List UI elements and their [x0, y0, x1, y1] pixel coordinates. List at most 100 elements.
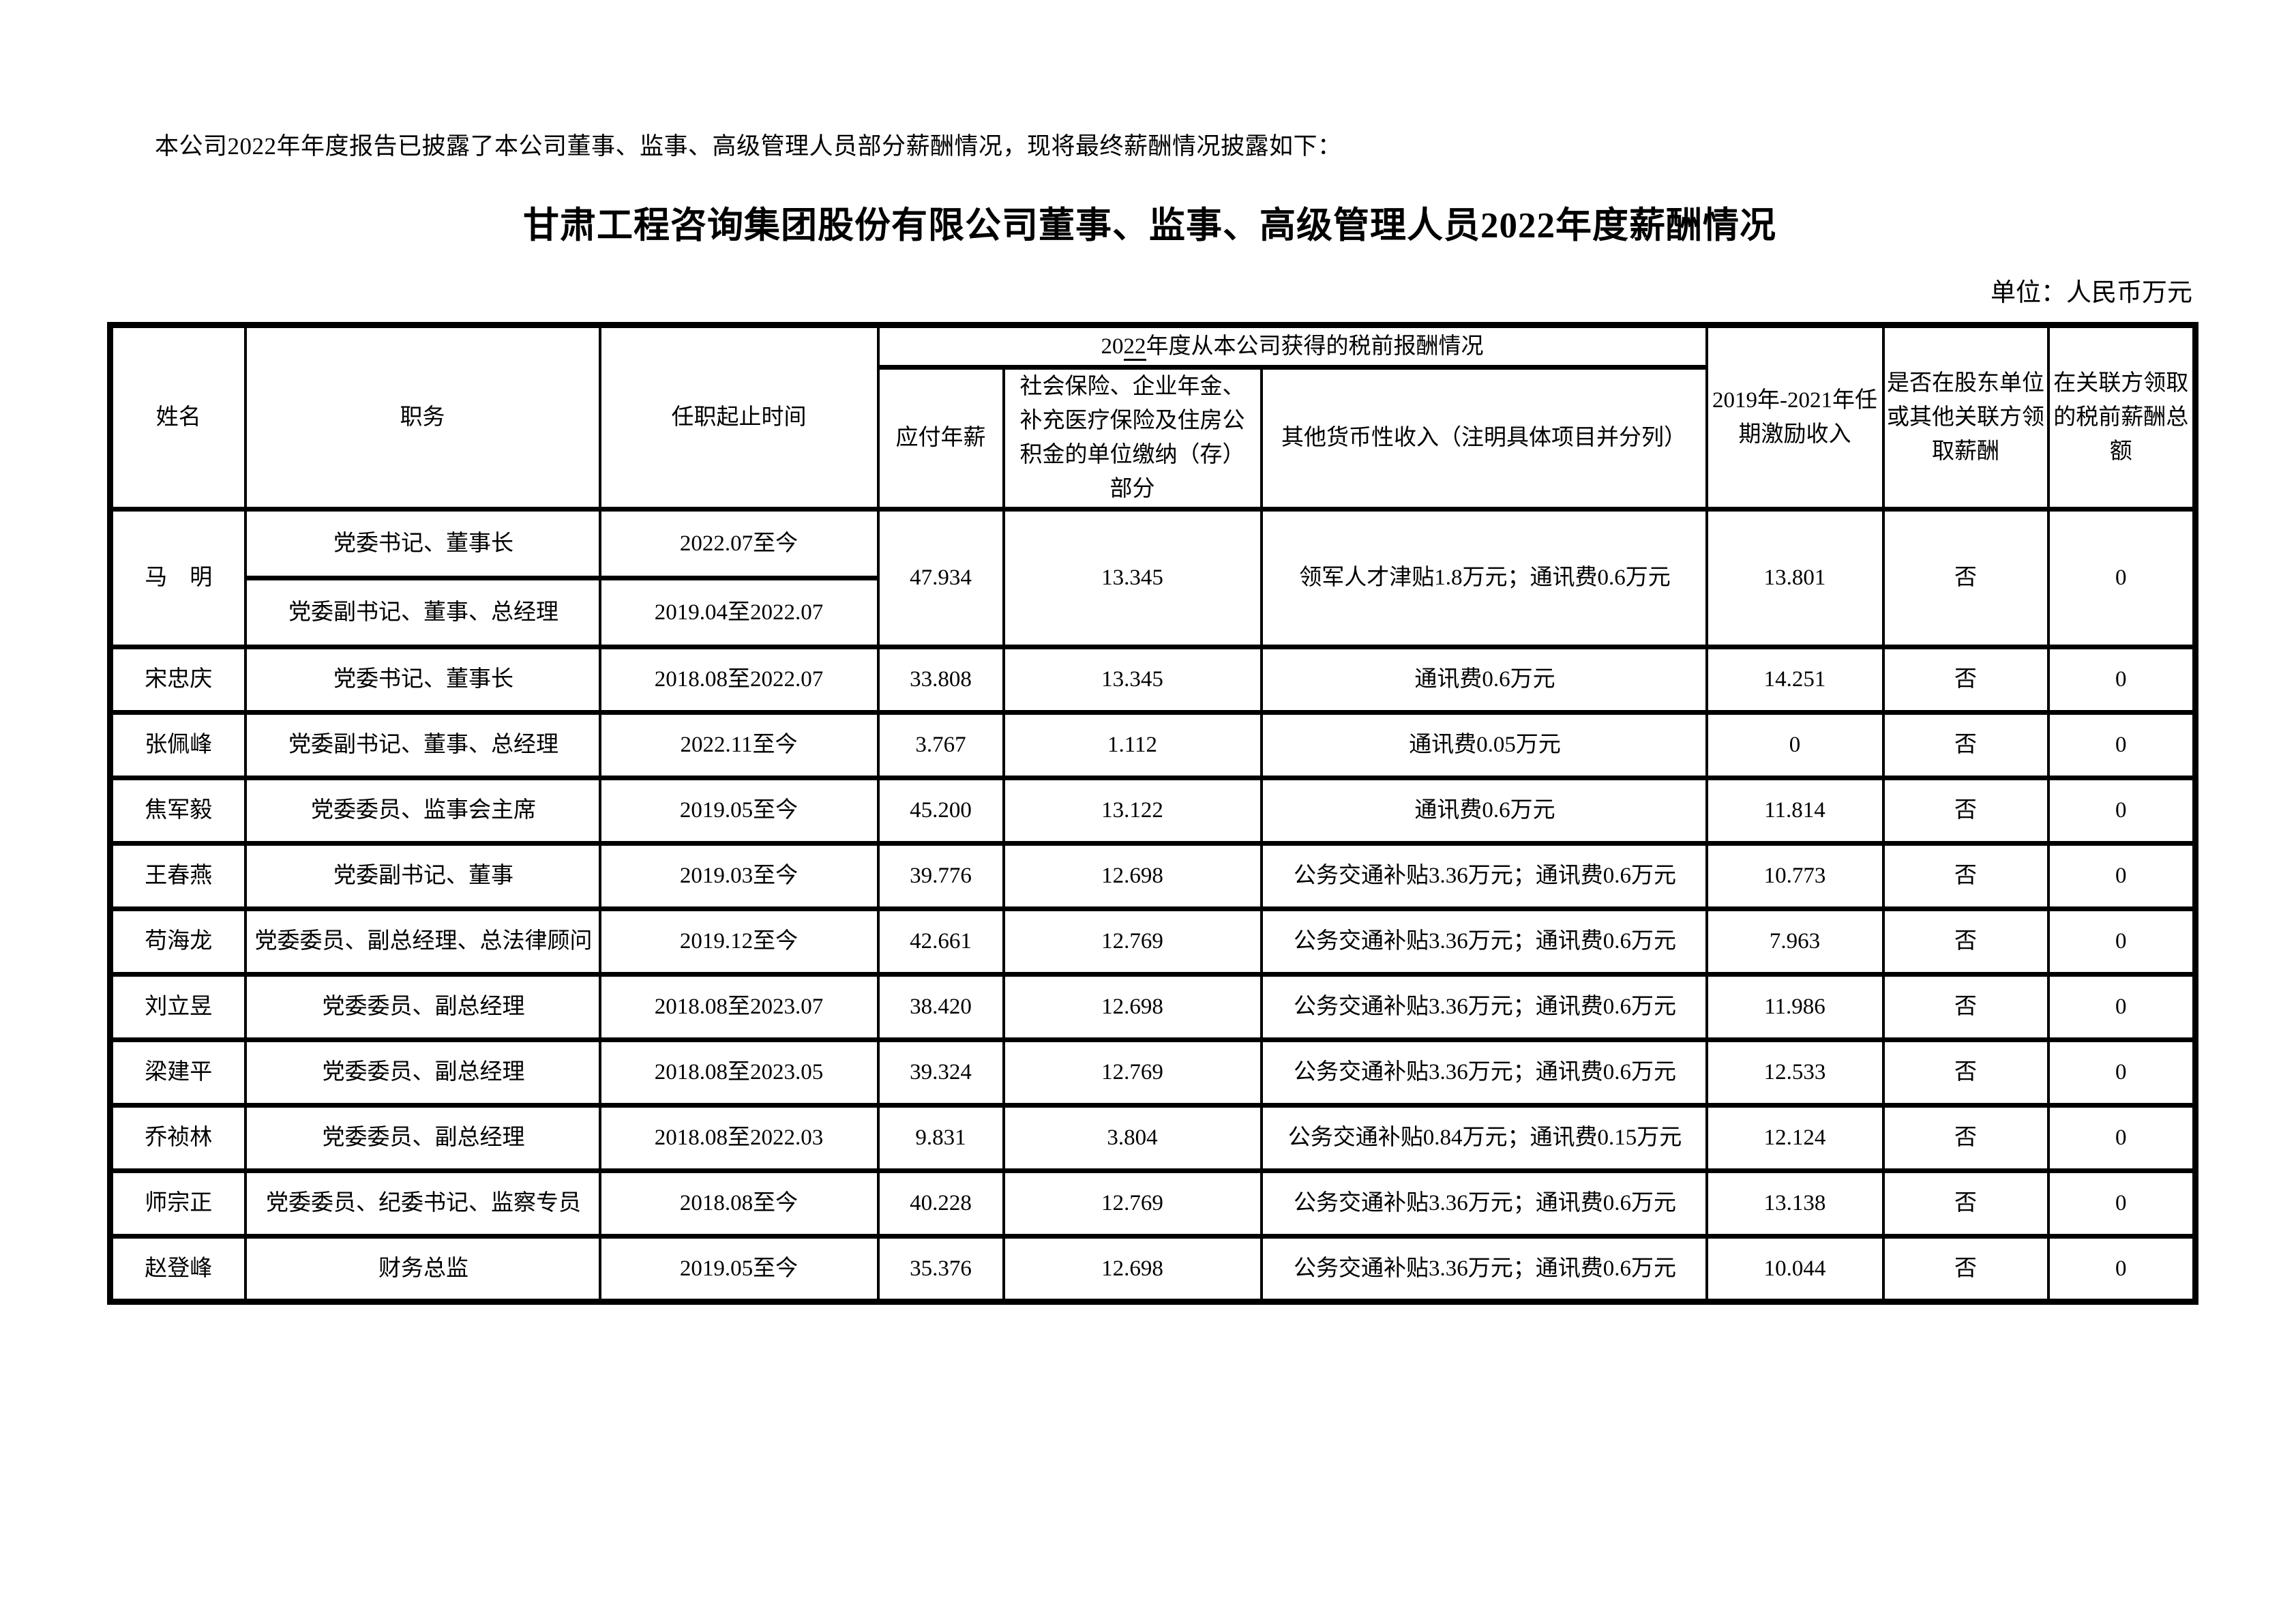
cell-annual-salary: 45.200 — [876, 775, 1005, 846]
cell-related-paid: 否 — [1881, 709, 2050, 780]
cell-social-insurance: 12.769 — [1002, 906, 1263, 977]
cell-other-income: 通讯费0.6万元 — [1259, 644, 1708, 715]
cell-position: 党委委员、纪委书记、监察专员 — [243, 1168, 601, 1239]
cell-name: 乔祯林 — [108, 1102, 247, 1173]
cell-related-total: 0 — [2046, 906, 2197, 977]
cell-term: 2019.12至今 — [598, 906, 880, 977]
table-header: 姓名 职务 任职起止时间 2022年度从本公司获得的税前报酬情况 2019年-2… — [108, 323, 2197, 512]
table-row: 张佩峰 党委副书记、董事、总经理 2022.11至今 3.767 1.112 通… — [108, 709, 2197, 780]
cell-other-income: 公务交通补贴0.84万元；通讯费0.15万元 — [1259, 1102, 1708, 1173]
cell-related-paid: 否 — [1881, 971, 2050, 1042]
cell-incentive: 10.044 — [1705, 1233, 1885, 1304]
cell-social-insurance: 12.769 — [1002, 1037, 1263, 1108]
cell-term: 2018.08至今 — [598, 1168, 880, 1239]
cell-annual-salary: 42.661 — [876, 906, 1005, 977]
cell-annual-salary: 33.808 — [876, 644, 1005, 715]
cell-related-total: 0 — [2046, 506, 2197, 649]
cell-position: 党委副书记、董事 — [243, 840, 601, 911]
cell-other-income: 通讯费0.05万元 — [1259, 709, 1708, 780]
cell-related-total: 0 — [2046, 840, 2197, 911]
cell-name: 焦军毅 — [108, 775, 247, 846]
cell-related-total: 0 — [2046, 971, 2197, 1042]
header-row-sub: 应付年薪 社会保险、企业年金、补充医疗保险及住房公积金的单位缴纳（存）部分 其他… — [110, 365, 2196, 512]
table-row: 宋忠庆 党委书记、董事长 2018.08至2022.07 33.808 13.3… — [108, 644, 2197, 715]
cell-position: 党委书记、董事长 — [243, 644, 601, 715]
cell-annual-salary: 3.767 — [876, 709, 1005, 780]
cell-social-insurance: 12.698 — [1002, 840, 1263, 911]
cell-term: 2019.03至今 — [598, 840, 880, 911]
cell-other-income: 公务交通补贴3.36万元；通讯费0.6万元 — [1259, 1037, 1708, 1108]
col-header-other-income: 其他货币性收入（注明具体项目并分列） — [1259, 365, 1708, 512]
cell-incentive: 14.251 — [1705, 644, 1885, 715]
cell-social-insurance: 12.698 — [1002, 971, 1263, 1042]
cell-term: 2019.05至今 — [598, 775, 880, 846]
col-header-annual-salary: 应付年薪 — [876, 365, 1005, 512]
intro-paragraph: 本公司2022年年度报告已披露了本公司董事、监事、高级管理人员部分薪酬情况，现将… — [155, 133, 1342, 160]
cell-related-paid: 否 — [1881, 840, 2050, 911]
table-body: 马 明 党委书记、董事长 2022.07至今 47.934 13.345 领军人… — [108, 506, 2197, 1304]
cell-social-insurance: 13.345 — [1002, 644, 1263, 715]
cell-related-paid: 否 — [1881, 1037, 2050, 1108]
table-row: 党委副书记、董事、总经理 2019.04至2022.07 — [110, 575, 2196, 649]
cell-related-paid: 否 — [1881, 1233, 2050, 1304]
cell-incentive: 0 — [1705, 709, 1885, 780]
cell-name: 赵登峰 — [108, 1233, 247, 1304]
table-row: 梁建平 党委委员、副总经理 2018.08至2023.05 39.324 12.… — [108, 1037, 2197, 1108]
cell-annual-salary: 40.228 — [876, 1168, 1005, 1239]
cell-term: 2018.08至2023.07 — [598, 971, 880, 1042]
cell-position: 党委委员、副总经理 — [243, 1037, 601, 1108]
cell-name: 苟海龙 — [108, 906, 247, 977]
cell-other-income: 公务交通补贴3.36万元；通讯费0.6万元 — [1259, 1168, 1708, 1239]
cell-related-total: 0 — [2046, 1233, 2197, 1304]
cell-name: 王春燕 — [108, 840, 247, 911]
cell-related-paid: 否 — [1881, 1168, 2050, 1239]
table-row: 师宗正 党委委员、纪委书记、监察专员 2018.08至今 40.228 12.7… — [108, 1168, 2197, 1239]
pretax-group-suffix: 年度从本公司获得的税前报酬情况 — [1146, 334, 1484, 359]
cell-position: 党委委员、副总经理 — [243, 1102, 601, 1173]
cell-position: 党委副书记、董事、总经理 — [243, 709, 601, 780]
cell-annual-salary: 39.324 — [876, 1037, 1005, 1108]
cell-term: 2019.05至今 — [598, 1233, 880, 1304]
cell-annual-salary: 38.420 — [876, 971, 1005, 1042]
table-row: 王春燕 党委副书记、董事 2019.03至今 39.776 12.698 公务交… — [108, 840, 2197, 911]
cell-incentive: 7.963 — [1705, 906, 1885, 977]
cell-term: 2018.08至2022.03 — [598, 1102, 880, 1173]
header-row-group: 姓名 职务 任职起止时间 2022年度从本公司获得的税前报酬情况 2019年-2… — [108, 323, 2197, 512]
col-header-pretax-group: 2022年度从本公司获得的税前报酬情况 — [876, 323, 1708, 370]
page-title: 甘肃工程咨询集团股份有限公司董事、监事、高级管理人员2022年度薪酬情况 — [523, 206, 1776, 246]
table-row: 刘立昱 党委委员、副总经理 2018.08至2023.07 38.420 12.… — [108, 971, 2197, 1042]
cell-incentive: 10.773 — [1705, 840, 1885, 911]
pretax-group-prefix: 20 — [1101, 334, 1124, 359]
cell-annual-salary: 9.831 — [876, 1102, 1005, 1173]
cell-incentive: 13.138 — [1705, 1168, 1885, 1239]
cell-other-income: 公务交通补贴3.36万元；通讯费0.6万元 — [1259, 971, 1708, 1042]
col-header-term: 任职起止时间 — [598, 323, 880, 512]
cell-incentive: 11.814 — [1705, 775, 1885, 846]
cell-related-paid: 否 — [1881, 775, 2050, 846]
cell-social-insurance: 13.122 — [1002, 775, 1263, 846]
cell-related-paid: 否 — [1881, 644, 2050, 715]
cell-name: 刘立昱 — [108, 971, 247, 1042]
cell-term: 2022.07至今 — [598, 506, 880, 580]
col-header-social-insurance: 社会保险、企业年金、补充医疗保险及住房公积金的单位缴纳（存）部分 — [1002, 365, 1263, 512]
cell-incentive: 12.124 — [1705, 1102, 1885, 1173]
col-header-related-paid: 是否在股东单位或其他关联方领取薪酬 — [1881, 323, 2050, 512]
col-header-name: 姓名 — [108, 323, 247, 512]
cell-social-insurance: 1.112 — [1002, 709, 1263, 780]
cell-name: 马 明 — [108, 506, 247, 649]
cell-other-income: 领军人才津贴1.8万元；通讯费0.6万元 — [1259, 506, 1708, 649]
cell-related-total: 0 — [2046, 709, 2197, 780]
cell-related-paid: 否 — [1881, 906, 2050, 977]
cell-incentive: 13.801 — [1705, 506, 1885, 649]
cell-related-total: 0 — [2046, 1037, 2197, 1108]
table-row: 苟海龙 党委委员、副总经理、总法律顾问 2019.12至今 42.661 12.… — [108, 906, 2197, 977]
cell-other-income: 通讯费0.6万元 — [1259, 775, 1708, 846]
table-row: 乔祯林 党委委员、副总经理 2018.08至2022.03 9.831 3.80… — [108, 1102, 2197, 1173]
cell-other-income: 公务交通补贴3.36万元；通讯费0.6万元 — [1259, 840, 1708, 911]
cell-term: 2018.08至2023.05 — [598, 1037, 880, 1108]
table-row: 焦军毅 党委委员、监事会主席 2019.05至今 45.200 13.122 通… — [108, 775, 2197, 846]
cell-name: 梁建平 — [108, 1037, 247, 1108]
cell-incentive: 12.533 — [1705, 1037, 1885, 1108]
cell-related-total: 0 — [2046, 1102, 2197, 1173]
cell-related-paid: 否 — [1881, 506, 2050, 649]
